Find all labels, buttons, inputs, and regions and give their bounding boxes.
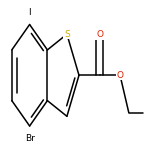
Text: I: I — [28, 8, 31, 17]
Text: O: O — [96, 30, 103, 39]
Text: O: O — [117, 71, 124, 80]
Text: S: S — [64, 30, 70, 39]
Text: Br: Br — [25, 134, 35, 143]
